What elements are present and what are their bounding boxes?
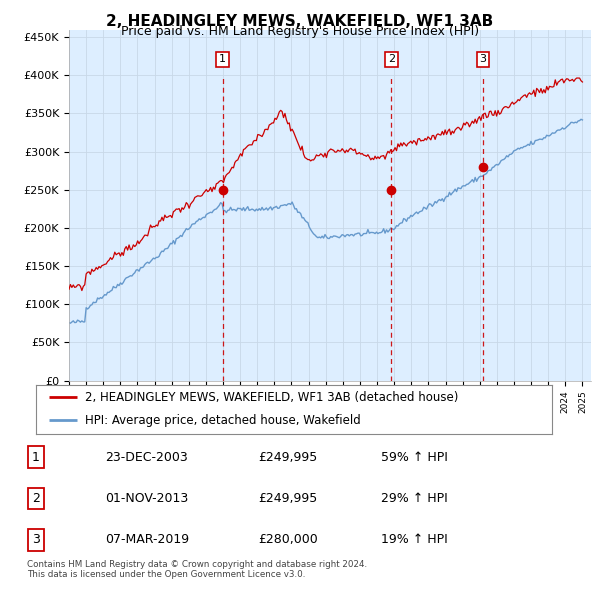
Text: 19% ↑ HPI: 19% ↑ HPI [381, 533, 448, 546]
Text: 1: 1 [219, 54, 226, 64]
Text: 07-MAR-2019: 07-MAR-2019 [105, 533, 189, 546]
Text: 29% ↑ HPI: 29% ↑ HPI [381, 492, 448, 505]
Text: 3: 3 [479, 54, 487, 64]
Text: HPI: Average price, detached house, Wakefield: HPI: Average price, detached house, Wake… [85, 414, 361, 427]
Text: 01-NOV-2013: 01-NOV-2013 [105, 492, 188, 505]
Text: 2, HEADINGLEY MEWS, WAKEFIELD, WF1 3AB: 2, HEADINGLEY MEWS, WAKEFIELD, WF1 3AB [106, 14, 494, 28]
Text: 2: 2 [388, 54, 395, 64]
Text: 2: 2 [32, 492, 40, 505]
Text: 3: 3 [32, 533, 40, 546]
Text: Contains HM Land Registry data © Crown copyright and database right 2024.
This d: Contains HM Land Registry data © Crown c… [27, 560, 367, 579]
Text: £249,995: £249,995 [258, 492, 317, 505]
Text: £280,000: £280,000 [258, 533, 318, 546]
Text: Price paid vs. HM Land Registry's House Price Index (HPI): Price paid vs. HM Land Registry's House … [121, 25, 479, 38]
Text: 1: 1 [32, 451, 40, 464]
Text: £249,995: £249,995 [258, 451, 317, 464]
Text: 59% ↑ HPI: 59% ↑ HPI [381, 451, 448, 464]
Text: 2, HEADINGLEY MEWS, WAKEFIELD, WF1 3AB (detached house): 2, HEADINGLEY MEWS, WAKEFIELD, WF1 3AB (… [85, 391, 458, 404]
Text: 23-DEC-2003: 23-DEC-2003 [105, 451, 188, 464]
